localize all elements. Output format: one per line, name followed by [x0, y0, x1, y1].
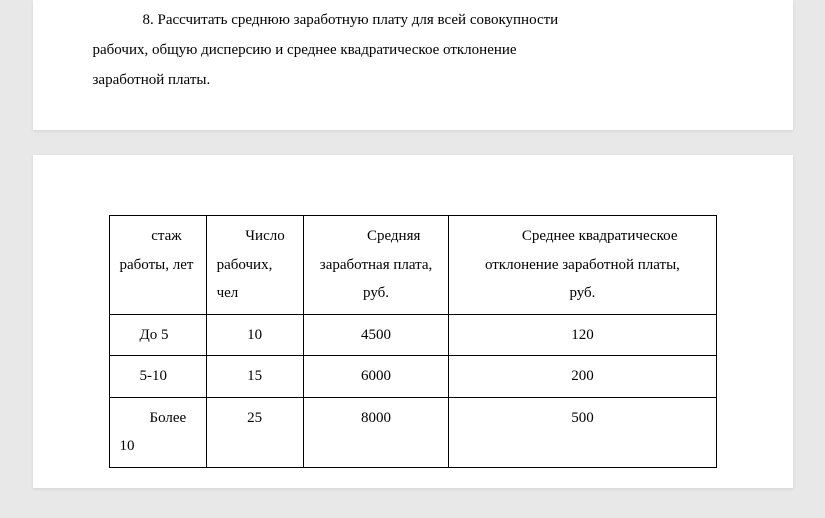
- table-row: 5-10 15 6000 200: [109, 356, 716, 398]
- cell-salary-0: 4500: [303, 314, 449, 356]
- header-salary-line1: Средняя: [314, 222, 439, 251]
- header-stddev-line1: Среднее квадратическое: [459, 222, 705, 251]
- cell-salary-1: 6000: [303, 356, 449, 398]
- task-line-2: рабочих, общую дисперсию и среднее квадр…: [93, 42, 517, 58]
- page-bottom: стаж работы, лет Число рабочих, чел Сред…: [33, 155, 793, 488]
- table-header-row: стаж работы, лет Число рабочих, чел Сред…: [109, 216, 716, 315]
- header-salary: Средняя заработная плата, руб.: [303, 216, 449, 315]
- task-paragraph: 8. Рассчитать среднюю заработную плату д…: [93, 5, 733, 95]
- data-table: стаж работы, лет Число рабочих, чел Сред…: [109, 215, 717, 468]
- header-stddev-line2: отклонение заработной платы,: [459, 251, 705, 280]
- page-top: 8. Рассчитать среднюю заработную плату д…: [33, 0, 793, 130]
- task-number: 8.: [143, 12, 154, 28]
- header-count-line1: Число: [217, 222, 293, 251]
- cell-stazh-0: До 5: [109, 314, 206, 356]
- header-stddev: Среднее квадратическое отклонение зарабо…: [449, 216, 716, 315]
- cell-count-2: 25: [206, 397, 303, 467]
- header-salary-line2: заработная плата,: [314, 251, 439, 280]
- header-count: Число рабочих, чел: [206, 216, 303, 315]
- cell-count-0: 10: [206, 314, 303, 356]
- table-row: Более 10 25 8000 500: [109, 397, 716, 467]
- header-count-line2: рабочих, чел: [217, 251, 293, 308]
- cell-stddev-1: 200: [449, 356, 716, 398]
- header-stazh-line2: работы, лет: [120, 251, 196, 280]
- cell-stddev-0: 120: [449, 314, 716, 356]
- cell-salary-2: 8000: [303, 397, 449, 467]
- cell-stazh-2-line2: 10: [120, 432, 196, 461]
- cell-stazh-2: Более 10: [109, 397, 206, 467]
- cell-stddev-2: 500: [449, 397, 716, 467]
- header-salary-line3: руб.: [314, 279, 439, 308]
- header-stazh-line1: стаж: [120, 222, 196, 251]
- task-line-1: Рассчитать среднюю заработную плату для …: [158, 12, 559, 28]
- cell-count-1: 15: [206, 356, 303, 398]
- cell-stazh-2-line1: Более: [120, 404, 196, 433]
- task-line-3: заработной платы.: [93, 72, 211, 88]
- header-stazh: стаж работы, лет: [109, 216, 206, 315]
- table-row: До 5 10 4500 120: [109, 314, 716, 356]
- header-stddev-line3: руб.: [459, 279, 705, 308]
- cell-stazh-1: 5-10: [109, 356, 206, 398]
